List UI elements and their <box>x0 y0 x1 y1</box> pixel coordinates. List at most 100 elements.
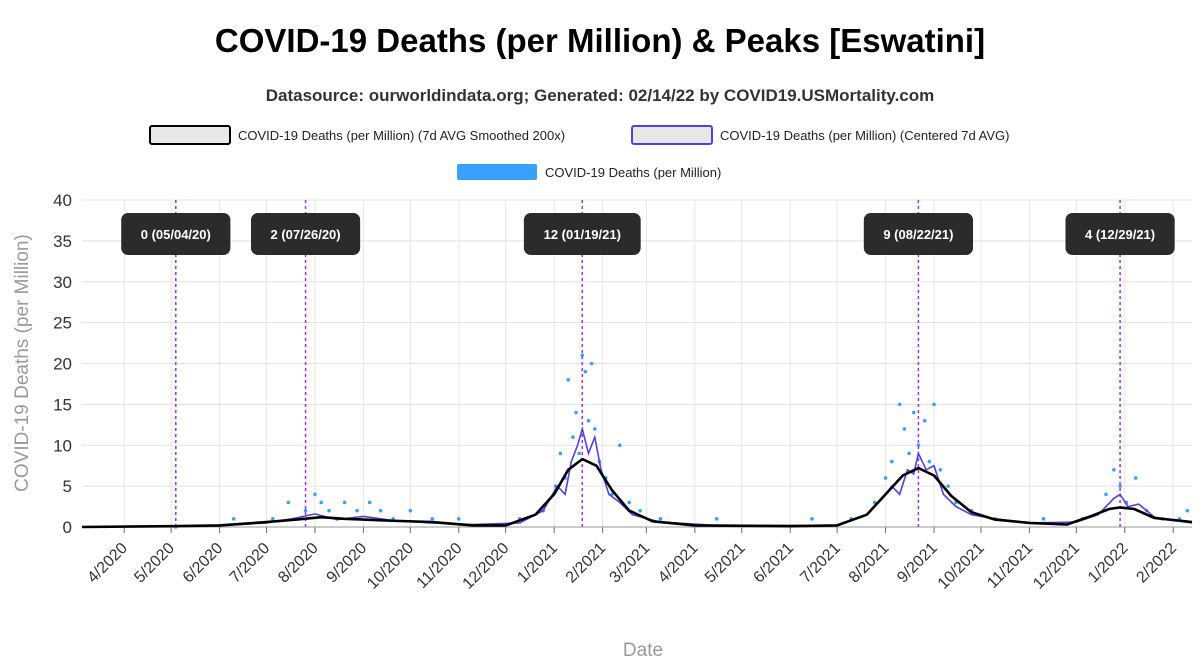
peak-label: 0 (05/04/20) <box>141 227 211 242</box>
daily-point <box>558 451 563 456</box>
daily-point <box>231 517 236 521</box>
daily-point <box>932 402 936 407</box>
daily-point <box>897 402 902 407</box>
daily-point <box>313 492 317 497</box>
daily-point <box>638 508 642 513</box>
line-series <box>81 425 1193 529</box>
peak-labels: 0 (05/04/20) 2 (07/26/20) 12 (01/19/21) 9 (… <box>121 213 1175 255</box>
daily-point <box>589 361 594 366</box>
x-tick-label: 5/2020 <box>131 540 178 587</box>
y-tick-label: 10 <box>53 436 72 455</box>
daily-point <box>319 500 323 505</box>
daily-point <box>592 427 597 431</box>
peak-label: 9 (08/22/21) <box>883 227 953 242</box>
daily-point <box>911 410 916 415</box>
peak-label-box <box>250 213 361 255</box>
peak-label-box <box>1065 213 1175 255</box>
x-tick-label: 7/2020 <box>227 540 274 587</box>
y-tick-label: 40 <box>53 191 72 210</box>
daily-point <box>408 508 413 513</box>
daily-point <box>583 369 588 374</box>
peak-label-box <box>121 213 231 255</box>
daily-point <box>922 418 927 423</box>
daily-point <box>1185 508 1190 513</box>
x-tick-label: 9/2021 <box>894 540 941 587</box>
chart-subtitle: Datasource: ourworldindata.org; Generate… <box>265 86 935 105</box>
y-tick-label: 15 <box>53 395 72 414</box>
daily-point <box>571 435 575 439</box>
y-tick-label: 5 <box>63 477 72 496</box>
x-tick-label: 12/2021 <box>1030 540 1083 593</box>
daily-point <box>303 508 308 513</box>
x-tick-label: 6/2021 <box>750 540 797 587</box>
x-tick-label: 4/2021 <box>655 540 702 587</box>
daily-point <box>286 500 291 505</box>
x-tick-label: 5/2021 <box>702 540 749 587</box>
daily-point <box>586 418 591 423</box>
peak-label-box <box>523 213 641 255</box>
legend-swatch-3 <box>457 164 537 180</box>
daily-point <box>574 410 578 415</box>
daily-point <box>916 443 921 448</box>
daily-point <box>883 476 888 480</box>
daily-point <box>938 467 943 472</box>
daily-point <box>902 427 907 431</box>
daily-point <box>577 451 581 456</box>
daily-point <box>270 517 275 521</box>
x-tick-label: 10/2021 <box>935 540 988 593</box>
x-tick-label: 3/2021 <box>607 540 654 587</box>
x-tick-label: 4/2020 <box>84 540 131 587</box>
y-tick-label: 0 <box>63 518 72 537</box>
x-axis-label: Date <box>623 640 663 661</box>
daily-point <box>1104 492 1108 497</box>
legend-swatch-2 <box>631 125 713 145</box>
smoothed-7d-avg-line <box>81 457 1193 529</box>
daily-point <box>430 517 434 521</box>
daily-point <box>1133 476 1138 480</box>
legend-label-1: COVID-19 Deaths (per Million) (7d AVG Sm… <box>238 128 565 143</box>
daily-point <box>1041 517 1046 521</box>
y-tick-label: 35 <box>53 232 72 251</box>
chart-title: COVID-19 Deaths (per Million) & Peaks [E… <box>214 22 986 59</box>
y-axis-label: COVID-19 Deaths (per Million) <box>12 234 33 492</box>
peak-label-box <box>863 213 974 255</box>
daily-point <box>367 500 372 505</box>
x-tick-label: 12/2020 <box>460 540 513 593</box>
daily-point <box>327 508 331 513</box>
daily-point <box>618 443 622 448</box>
peak-label: 12 (01/19/21) <box>544 227 621 242</box>
y-tick-label: 20 <box>53 355 72 374</box>
centered-7d-avg-line <box>81 425 1193 528</box>
daily-point <box>1118 484 1122 488</box>
x-tick-label: 6/2020 <box>180 540 227 587</box>
x-tick-label: 1/2021 <box>514 540 561 587</box>
x-tick-label: 8/2021 <box>846 540 893 587</box>
x-tick-label: 10/2020 <box>364 540 417 593</box>
daily-point <box>927 459 932 464</box>
daily-point <box>946 484 950 488</box>
daily-point <box>378 508 383 513</box>
peak-label: 2 (07/26/20) <box>271 227 341 242</box>
x-tick-label: 8/2020 <box>275 540 322 587</box>
daily-deaths-series <box>174 353 1190 529</box>
x-tick-label: 2/2022 <box>1133 540 1180 587</box>
x-axis: 4/2020 5/2020 6/2020 7/2020 8/2020 9/202010/2… <box>82 526 1192 593</box>
daily-point <box>1112 467 1116 472</box>
x-tick-label: 11/2021 <box>984 540 1036 592</box>
legend-label-2: COVID-19 Deaths (per Million) (Centered … <box>720 128 1009 143</box>
legend-label-3: COVID-19 Deaths (per Million) <box>545 165 721 180</box>
x-tick-label: 2/2021 <box>563 540 610 587</box>
daily-point <box>456 517 461 521</box>
y-tick-label: 25 <box>53 314 72 333</box>
x-tick-label: 1/2022 <box>1085 540 1132 587</box>
daily-point <box>627 500 631 505</box>
daily-point <box>658 517 663 521</box>
peak-label: 4 (12/29/21) <box>1085 227 1155 242</box>
daily-point <box>580 353 585 358</box>
x-tick-label: 7/2021 <box>797 540 844 587</box>
legend-swatch-1 <box>149 125 231 145</box>
x-tick-label: 11/2020 <box>414 540 466 592</box>
x-tick-label: 9/2020 <box>324 540 371 587</box>
daily-point <box>714 517 719 521</box>
daily-point <box>566 378 571 382</box>
